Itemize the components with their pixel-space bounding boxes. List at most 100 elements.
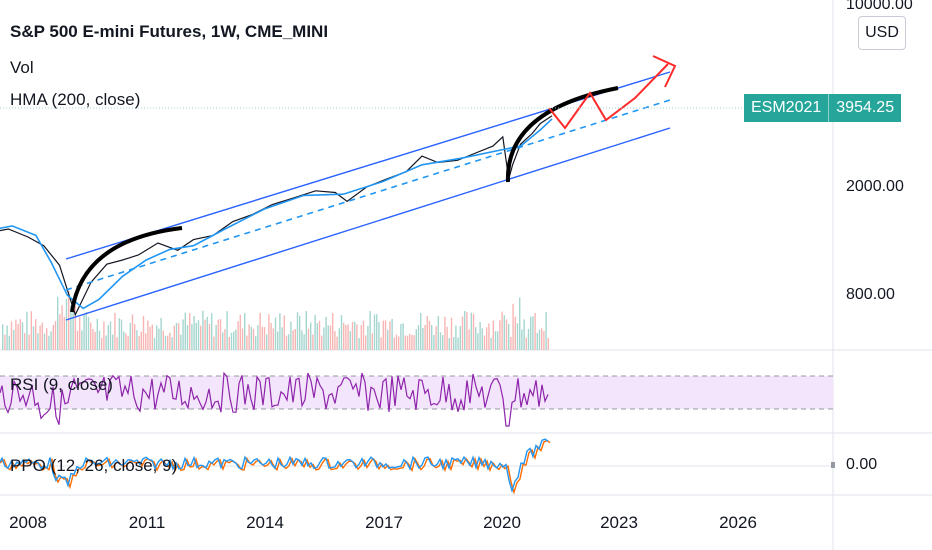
volume-bar [149, 326, 151, 350]
volume-bar [39, 325, 41, 350]
volume-bar [191, 324, 193, 350]
volume-bar [455, 325, 457, 350]
volume-legend[interactable]: Vol [10, 58, 34, 77]
volume-bar [182, 319, 184, 350]
volume-bar [228, 337, 230, 350]
ppo-line[interactable] [0, 438, 549, 494]
drawn-arc[interactable] [505, 86, 619, 183]
price-tag-divider [828, 94, 830, 122]
volume-bar [492, 320, 494, 350]
volume-bar [153, 337, 156, 350]
volume-bar [351, 322, 354, 350]
volume-bar [206, 316, 208, 350]
volume-bar [252, 328, 255, 350]
volume-bar [211, 313, 213, 350]
time-axis-tick: 2017 [365, 513, 403, 532]
volume-bar [167, 335, 169, 350]
volume-bar [118, 318, 120, 350]
volume-bar [131, 314, 134, 350]
volume-bar [362, 320, 365, 350]
drawn-arc[interactable] [70, 226, 183, 313]
volume-bar [296, 312, 299, 350]
ppo-axis-marker [831, 462, 835, 468]
volume-bar [109, 321, 112, 350]
volume-bar [138, 336, 140, 350]
volume-bar [321, 335, 323, 350]
volume-bar [501, 311, 503, 350]
volume-bar [327, 325, 329, 350]
volume-bar [98, 330, 101, 350]
volume-bar [127, 335, 129, 350]
volume-bar [24, 333, 26, 350]
volume-bar [52, 324, 54, 350]
volume-bar [435, 326, 437, 350]
time-axis-tick: 2020 [483, 513, 521, 532]
volume-bar [481, 328, 483, 350]
volume-bar [369, 311, 371, 350]
volume-bar [63, 316, 65, 350]
volume-bar [367, 325, 369, 350]
volume-bar [50, 331, 52, 350]
price-line[interactable] [0, 115, 553, 317]
volume-bar [413, 335, 415, 350]
volume-bar [332, 313, 334, 350]
hma-legend[interactable]: HMA (200, close) [10, 90, 141, 109]
volume-bar [543, 331, 545, 350]
volume-bar [538, 329, 541, 350]
volume-bar [428, 320, 431, 350]
volume-bar [292, 330, 294, 350]
volume-bar [391, 318, 393, 350]
volume-bar [448, 337, 450, 350]
channel-median-line[interactable] [65, 99, 671, 291]
volume-bar [519, 297, 521, 350]
volume-bar [94, 331, 96, 350]
currency-button[interactable]: USD [858, 16, 906, 50]
chart-title: S&P 500 E-mini Futures, 1W, CME_MINI [10, 22, 329, 41]
volume-bar [274, 317, 277, 350]
volume-bar [37, 333, 39, 350]
projection-path[interactable] [548, 63, 669, 130]
volume-bar [219, 319, 222, 350]
volume-bar [541, 328, 543, 350]
volume-bar [10, 321, 13, 350]
volume-bar [202, 310, 204, 350]
volume-bar [325, 316, 327, 350]
volume-bar [61, 305, 63, 350]
volume-bar [288, 334, 290, 350]
volume-bar [378, 322, 380, 350]
volume-bar [371, 333, 373, 350]
ppo-legend[interactable]: PPO (12, 26, close, 9) [10, 456, 178, 475]
volume-bar [398, 336, 400, 350]
volume-bar [116, 337, 118, 350]
volume-bar [442, 335, 444, 350]
volume-bar [197, 320, 200, 350]
volume-bar [299, 315, 301, 350]
volume-bar [145, 333, 147, 350]
volume-bar [373, 314, 376, 350]
volume-bar [420, 313, 422, 350]
volume-bar [281, 327, 283, 350]
channel-lower-line[interactable] [65, 127, 671, 321]
volume-bar [356, 324, 358, 350]
rsi-line[interactable] [0, 371, 549, 427]
volume-bar [279, 313, 281, 350]
last-price-symbol: ESM2021 [751, 99, 822, 116]
volume-bar [255, 336, 257, 350]
volume-bar [411, 334, 413, 350]
volume-bar [21, 322, 24, 350]
volume-bar [290, 321, 292, 350]
volume-bar [164, 335, 167, 350]
volume-bar [74, 305, 76, 350]
volume-bar [389, 321, 391, 350]
volume-bar [301, 330, 303, 350]
volume-bar [415, 329, 417, 350]
volume-bar [208, 323, 211, 350]
volume-bar [13, 330, 15, 350]
volume-bar [512, 303, 514, 350]
rsi-legend[interactable]: RSI (9, close) [10, 375, 113, 394]
volume-bar [547, 337, 549, 350]
volume-bar [340, 315, 343, 350]
volume-bar [466, 311, 468, 350]
volume-bar [488, 323, 490, 350]
